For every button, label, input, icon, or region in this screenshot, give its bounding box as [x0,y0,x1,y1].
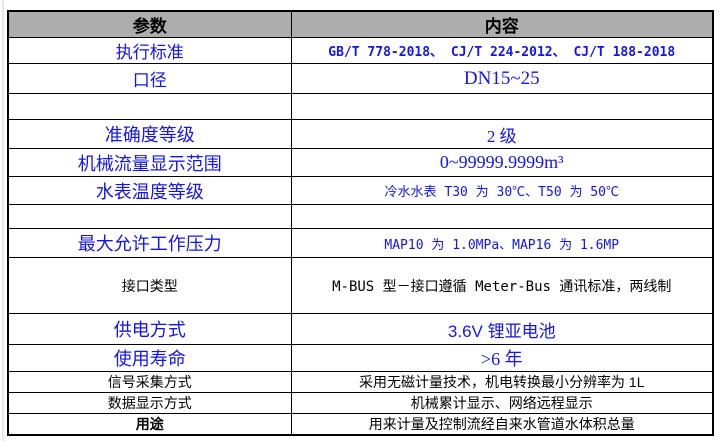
page-edge-artifact [2,0,4,441]
row-data-display: 数据显示方式 机械累计显示、网络远程显示 [7,392,714,414]
row-spacer-2 [7,204,714,229]
row-diameter: 口径 DN15~25 [7,63,714,94]
param-cell: 执行标准 [7,37,292,64]
content-cell: >6 年 [290,344,714,372]
param-cell: 接口类型 [7,257,292,314]
param-cell: 机械流量显示范围 [7,148,292,177]
content-cell: 3.6V 锂亚电池 [290,313,714,345]
row-usage: 用途 用来计量及控制流经自来水管道水体积总量 [7,413,714,436]
param-cell: 水表温度等级 [7,176,292,205]
param-cell [7,204,292,229]
param-cell: 信号采集方式 [7,371,292,393]
content-cell: 机械累计显示、网络远程显示 [290,392,714,414]
param-cell: 最大允许工作压力 [7,228,292,258]
content-cell: MAP10 为 1.0MPa、MAP16 为 1.6MP [290,228,714,258]
row-mech-flow-range: 机械流量显示范围 0~99999.9999m³ [7,148,714,177]
content-cell [290,204,714,229]
spec-table: 参数 内容 执行标准 GB/T 778-2018、 CJ/T 224-2012、… [7,10,714,436]
content-cell: 2 级 [290,119,714,149]
row-power-supply: 供电方式 3.6V 锂亚电池 [7,313,714,345]
row-interface-type: 接口类型 M-BUS 型－接口遵循 Meter-Bus 通讯标准，两线制 [7,257,714,314]
param-cell: 用途 [7,413,292,436]
param-cell [7,93,292,120]
param-cell: 准确度等级 [7,119,292,149]
table-header-row: 参数 内容 [7,10,714,38]
row-max-pressure: 最大允许工作压力 MAP10 为 1.0MPa、MAP16 为 1.6MP [7,228,714,258]
content-cell: GB/T 778-2018、 CJ/T 224-2012、 CJ/T 188-2… [290,37,714,64]
param-cell: 供电方式 [7,313,292,345]
row-temp-class: 水表温度等级 冷水水表 T30 为 30℃、T50 为 50℃ [7,176,714,205]
header-content-cell: 内容 [290,10,714,38]
param-cell: 口径 [7,63,292,94]
row-accuracy-class: 准确度等级 2 级 [7,119,714,149]
content-cell: M-BUS 型－接口遵循 Meter-Bus 通讯标准，两线制 [290,257,714,314]
content-cell: 采用无磁计量技术，机电转换最小分辨率为 1L [290,371,714,393]
row-exec-standard: 执行标准 GB/T 778-2018、 CJ/T 224-2012、 CJ/T … [7,37,714,64]
content-cell [290,93,714,120]
param-cell: 数据显示方式 [7,392,292,414]
content-cell: DN15~25 [290,63,714,94]
param-cell: 使用寿命 [7,344,292,372]
header-param-cell: 参数 [7,10,292,38]
content-cell: 冷水水表 T30 为 30℃、T50 为 50℃ [290,176,714,205]
content-cell: 用来计量及控制流经自来水管道水体积总量 [290,413,714,436]
row-spacer-1 [7,93,714,120]
row-service-life: 使用寿命 >6 年 [7,344,714,372]
content-cell: 0~99999.9999m³ [290,148,714,177]
row-signal-acquisition: 信号采集方式 采用无磁计量技术，机电转换最小分辨率为 1L [7,371,714,393]
